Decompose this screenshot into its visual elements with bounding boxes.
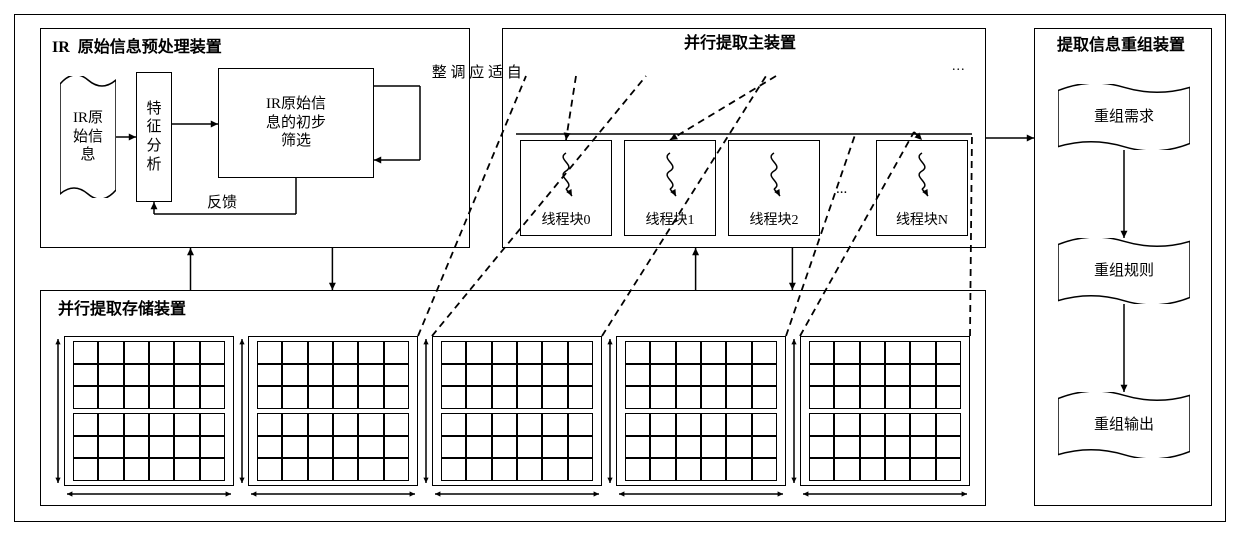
recombine-out: 重组输出 (1058, 392, 1190, 458)
storage-grid-0 (64, 336, 234, 486)
storage-title: 并行提取存储装置 (58, 300, 186, 320)
feedback-label: 反馈 (207, 194, 237, 213)
main-extract-title: 并行提取主装置 (684, 34, 796, 54)
recombine-rule: 重组规则 (1058, 238, 1190, 304)
thread-block-3: 线程块N (876, 140, 968, 236)
ir-raw-doc: IR原 始信 息 (60, 76, 116, 198)
thread-block-2: 线程块2 (728, 140, 820, 236)
storage-grid-2 (432, 336, 602, 486)
thread-block-1: 线程块1 (624, 140, 716, 236)
storage-grid-3 (616, 336, 786, 486)
recombine-title: 提取信息重组装置 (1057, 36, 1185, 56)
storage-grid-4 (800, 336, 970, 486)
thread-ellipsis: ... (836, 180, 847, 199)
storage-grid-1 (248, 336, 418, 486)
preprocess-title: IR 原始信息预处理装置 (52, 38, 222, 58)
feature-analysis-box: 特 征 分 析 (136, 72, 172, 202)
filter-box: IR原始信 息的初步 筛选 (218, 68, 374, 178)
recombine-need: 重组需求 (1058, 84, 1190, 150)
thread-block-0: 线程块0 (520, 140, 612, 236)
